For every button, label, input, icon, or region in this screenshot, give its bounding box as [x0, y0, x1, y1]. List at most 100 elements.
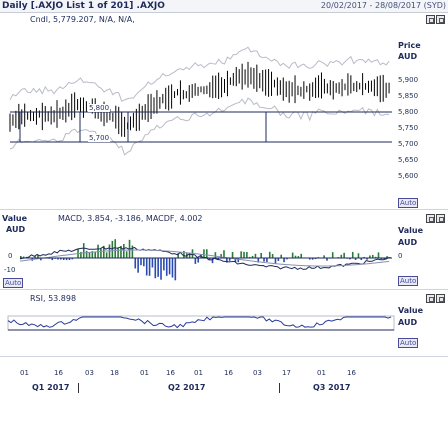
- macd-hist-bar: [369, 255, 371, 258]
- macd-hist-bar: [357, 253, 360, 258]
- price-auto-button[interactable]: Auto: [398, 198, 419, 208]
- panel-menu-icon[interactable]: [426, 214, 435, 223]
- price-tick: 5,700: [398, 140, 419, 148]
- price-range-box: [127, 111, 267, 143]
- panel-maximize-icon[interactable]: [436, 294, 445, 303]
- macd-hist-bar: [120, 245, 122, 258]
- macd-left-tick: 0: [8, 252, 13, 260]
- rsi-chart[interactable]: [0, 308, 448, 340]
- price-tick: 5,750: [398, 124, 419, 132]
- rsi-auto-button[interactable]: Auto: [398, 338, 419, 348]
- chart-title: Daily [.AXJO List 1 of 201] .AXJO: [2, 1, 165, 11]
- macd-hist-bar: [240, 251, 242, 258]
- macd-hist-bar: [100, 248, 102, 258]
- macd-hist-bar: [51, 258, 54, 261]
- panel-menu-icon[interactable]: [426, 15, 435, 24]
- macd-hist-bar: [297, 256, 300, 258]
- macd-hist-bar: [248, 256, 251, 258]
- panel-maximize-icon[interactable]: [436, 214, 445, 223]
- macd-hist-bar: [246, 251, 248, 258]
- macd-hist-bar: [266, 258, 268, 262]
- macd-hist-bar: [374, 256, 377, 258]
- macd-auto-right-button[interactable]: Auto: [398, 276, 419, 286]
- macd-hist-bar: [171, 258, 174, 278]
- macd-hist-bar: [309, 258, 311, 260]
- macd-hist-bar: [311, 258, 314, 260]
- price-tick: 5,800: [398, 108, 419, 116]
- macd-hist-bar: [165, 258, 168, 276]
- macd-hist-bar: [91, 251, 94, 258]
- macd-value-label: Value: [2, 214, 28, 223]
- macd-hist-bar: [22, 256, 25, 258]
- panel-divider: [0, 209, 448, 210]
- macd-hist-bar: [263, 258, 265, 262]
- rsi-unit-label: AUD: [398, 318, 418, 327]
- macd-hist-bar: [300, 253, 303, 258]
- x-day-label: 16: [166, 369, 175, 377]
- x-day-label: 16: [347, 369, 356, 377]
- macd-left-tick: -10: [4, 266, 16, 274]
- macd-hist-bar: [314, 258, 317, 260]
- macd-hist-bar: [80, 251, 82, 258]
- macd-hist-bar: [157, 258, 159, 277]
- panel-maximize-icon[interactable]: [436, 15, 445, 24]
- macd-hist-bar: [177, 253, 179, 258]
- macd-hist-bar: [163, 258, 165, 271]
- macd-hist-bar: [220, 254, 222, 258]
- macd-hist-bar: [34, 256, 36, 258]
- price-band-upper: [9, 46, 390, 102]
- macd-hist-bar: [223, 250, 225, 258]
- macd-hist-bar: [160, 258, 162, 280]
- macd-hist-bar: [260, 253, 262, 258]
- macd-hist-bar: [237, 258, 240, 263]
- macd-auto-left-button[interactable]: Auto: [3, 278, 24, 288]
- macd-hist-bar: [94, 252, 96, 258]
- price-axis-title: Price: [398, 41, 421, 50]
- macd-hist-bar: [243, 251, 245, 258]
- macd-hist-bar: [208, 258, 211, 261]
- macd-hist-bar: [188, 253, 191, 258]
- macd-hist-bar: [143, 258, 145, 267]
- macd-hist-bar: [226, 258, 228, 263]
- price-chart[interactable]: [0, 28, 448, 218]
- macd-hist-bar: [85, 250, 88, 258]
- macd-hist-bar: [377, 252, 380, 258]
- x-day-label: 01: [317, 369, 326, 377]
- macd-hist-bar: [354, 258, 357, 260]
- price-line-label-5700: 5,700: [88, 134, 111, 142]
- macd-hist-bar: [386, 256, 388, 258]
- price-range-box: [19, 111, 81, 143]
- x-day-label: 01: [140, 369, 149, 377]
- panel-menu-icon[interactable]: [426, 294, 435, 303]
- macd-hist-bar: [60, 258, 62, 260]
- macd-hist-bar: [228, 258, 231, 261]
- price-tick: 5,600: [398, 172, 419, 180]
- x-day-label: 16: [54, 369, 63, 377]
- x-day-label: 03: [253, 369, 262, 377]
- macd-hist-bar: [343, 252, 345, 258]
- macd-hist-bar: [65, 258, 68, 261]
- macd-hist-bar: [140, 258, 142, 266]
- macd-hist-bar: [363, 256, 365, 258]
- price-line-label-5800: 5,800: [88, 104, 111, 112]
- macd-hist-bar: [88, 252, 91, 258]
- macd-hist-bar: [217, 258, 220, 260]
- macd-hist-bar: [117, 247, 119, 258]
- macd-hist-bar: [37, 255, 39, 258]
- macd-right-value-label: Value: [398, 226, 424, 235]
- macd-hist-bar: [40, 258, 42, 261]
- macd-chart[interactable]: [0, 226, 448, 286]
- macd-hist-bar: [57, 258, 59, 260]
- macd-hist-bar: [274, 258, 277, 264]
- rsi-value-label: Value: [398, 306, 424, 315]
- macd-hist-bar: [351, 251, 354, 258]
- macd-line: [19, 246, 390, 271]
- macd-hist-bar: [125, 251, 128, 258]
- macd-hist-bar: [251, 255, 254, 258]
- macd-hist-bar: [326, 258, 328, 261]
- macd-hist-bar: [131, 245, 134, 258]
- macd-hist-bar: [214, 252, 217, 258]
- macd-hist-bar: [137, 258, 139, 273]
- price-tick: 5,650: [398, 156, 419, 164]
- price-legend: Cndl, 5,779.207, N/A, N/A,: [30, 15, 135, 24]
